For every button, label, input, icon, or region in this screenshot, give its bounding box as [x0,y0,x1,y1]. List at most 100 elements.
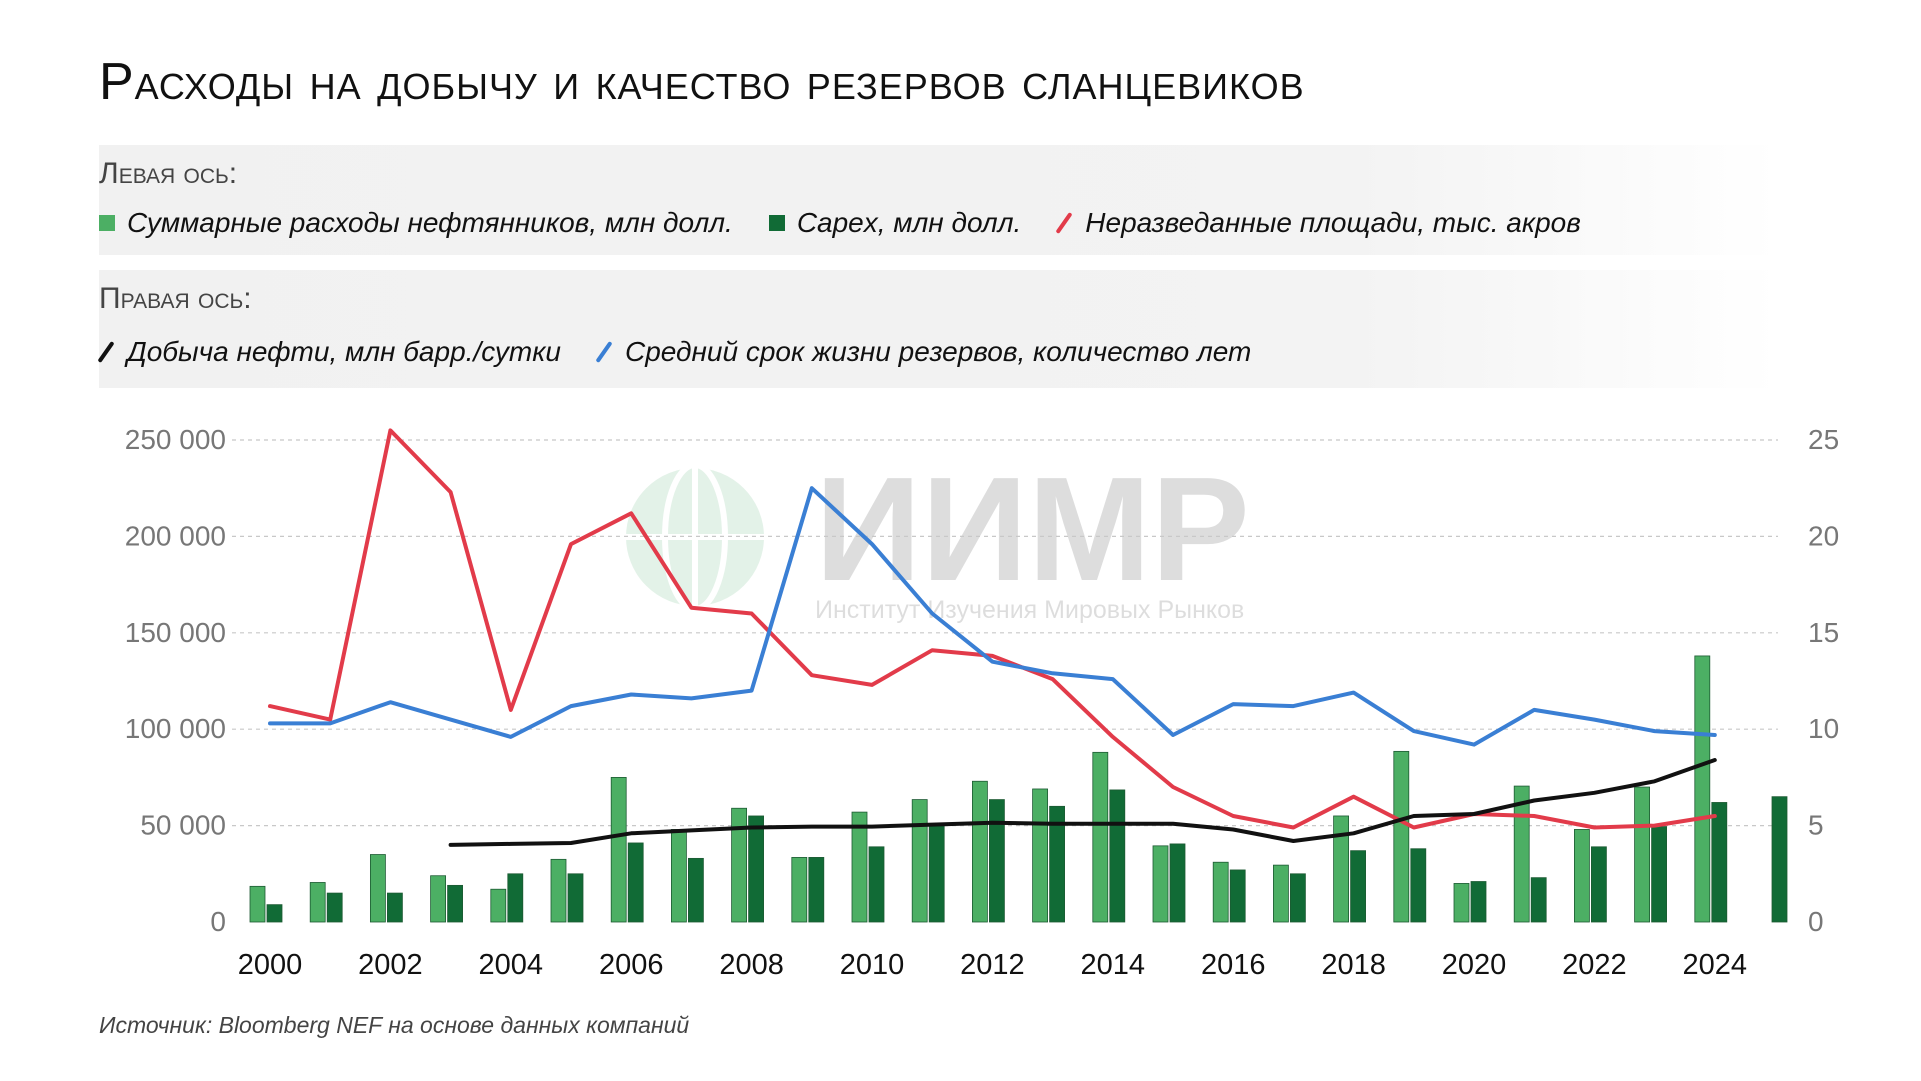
bar-total-spend [1092,751,1109,923]
x-tick-label: 2022 [1562,949,1627,981]
y-left-tick-label: 50 000 [140,810,226,841]
watermark-subtitle: Институт Изучения Мировых Рынков [815,596,1244,624]
x-tick-label: 2018 [1321,949,1386,981]
y-left-tick-label: 200 000 [125,520,226,551]
legend-item-unexplored-acreage: Неразведанные площади, тыс. акров [1057,207,1581,239]
bar-total-spend [369,854,386,923]
bar-capex [1229,869,1246,923]
bar-total-spend [430,875,447,923]
bar-capex [1651,826,1667,923]
right-axis-legend: Правая ось: Добыча нефти, млн барр./сутк… [99,270,1779,388]
bar-total-spend [791,857,808,923]
chart-title: Расходы на добычу и качество резервов сл… [99,53,1305,111]
bars [249,655,1788,923]
legend-item-reserve-life: Средний срок жизни резервов, количество … [597,336,1251,368]
bar-capex [507,873,524,923]
x-tick-label: 2008 [719,949,784,981]
y-right-tick-label: 10 [1808,713,1839,744]
axes: 0 50 000 100 000 150 000 200 000 250 000 0 5 10 1… [125,424,1839,981]
bar-capex [1290,873,1306,923]
watermark: ИИМР Институт Изучения Мировых Рынков [620,447,1250,624]
legend-label: Добыча нефти, млн барр./сутки [127,336,561,367]
x-tick-label: 2016 [1201,949,1266,981]
bar-capex [1530,877,1547,923]
bar-total-spend [490,888,507,923]
bar-total-spend [1212,861,1229,923]
bar-total-spend [731,807,747,923]
bar-total-spend [249,885,266,923]
bar-capex [928,823,945,923]
x-tick-label: 2000 [238,949,303,981]
x-tick-label: 2004 [479,949,544,981]
bar-total-spend [1634,786,1650,923]
bar-capex [688,857,704,923]
y-right-tick-label: 5 [1808,810,1824,841]
bar-capex [326,892,343,923]
legend-label: Средний срок жизни резервов, количество … [625,336,1252,367]
bar-capex [808,857,825,923]
legend-label: Суммарные расходы нефтянников, млн долл. [127,207,733,238]
watermark-text: ИИМР [815,447,1250,612]
y-left-tick-label: 0 [210,906,226,937]
legend-item-capex: Capex, млн долл. [768,207,1022,239]
bar-capex [1771,796,1788,923]
right-axis-legend-heading: Правая ось: [99,282,252,315]
bar-total-spend [1694,655,1711,923]
bar-total-spend [309,882,326,923]
left-axis-legend-heading: Левая ось: [99,157,238,190]
square-icon [99,215,115,231]
bar-total-spend [671,829,687,923]
bar-total-spend [1333,815,1349,923]
bar-capex [1591,846,1607,923]
legend-item-oil-production: Добыча нефти, млн барр./сутки [99,336,561,368]
series-lines [268,428,1717,847]
bar-total-spend [851,811,868,923]
line-oil-production [448,758,1717,847]
legend-label: Capex, млн долл. [796,207,1022,238]
x-tick-label: 2006 [599,949,664,981]
bar-total-spend [1032,788,1048,923]
bar-total-spend [1513,785,1530,923]
bar-capex [386,892,403,923]
bar-capex [748,815,764,923]
legend-item-total-spend: Суммарные расходы нефтянников, млн долл. [99,207,733,239]
left-axis-legend: Левая ось: Суммарные расходы нефтянников… [99,145,1779,255]
y-right-tick-label: 20 [1808,520,1839,551]
bar-total-spend [911,799,928,923]
source-note: Источник: Bloomberg NEF на основе данных… [99,1012,690,1038]
bar-total-spend [550,858,567,923]
left-axis-legend-row: Суммарные расходы нефтянников, млн долл.… [99,207,1617,239]
bar-total-spend [1574,829,1590,923]
bar-capex [447,884,464,923]
bar-total-spend [1273,864,1289,923]
bar-total-spend [610,777,627,923]
bar-capex [1470,881,1487,923]
bar-capex [627,842,644,923]
bar-total-spend [1393,750,1410,923]
square-icon [768,215,785,231]
y-left-tick-label: 100 000 [125,713,226,744]
right-axis-legend-row: Добыча нефти, млн барр./сутки Средний ср… [99,336,1287,368]
bar-capex [1169,843,1186,923]
bar-total-spend [972,780,988,923]
bar-capex [1410,848,1427,923]
bar-capex [1109,789,1126,923]
line-reserve-life [268,486,1717,747]
bar-capex [266,904,283,923]
x-tick-label: 2014 [1081,949,1146,981]
bar-capex [567,873,584,923]
bar-capex [1350,850,1366,923]
x-tick-label: 2012 [960,949,1025,981]
y-right-tick-label: 15 [1808,617,1839,648]
y-left-tick-label: 150 000 [125,617,226,648]
bar-capex [1049,805,1065,923]
y-left-tick-label: 250 000 [125,424,226,455]
y-right-tick-label: 25 [1808,424,1839,455]
bar-capex [1711,802,1728,923]
x-tick-label: 2010 [840,949,905,981]
bar-total-spend [1453,883,1470,923]
bar-capex [868,846,885,923]
x-tick-label: 2002 [358,949,423,981]
x-tick-label: 2024 [1683,949,1748,981]
